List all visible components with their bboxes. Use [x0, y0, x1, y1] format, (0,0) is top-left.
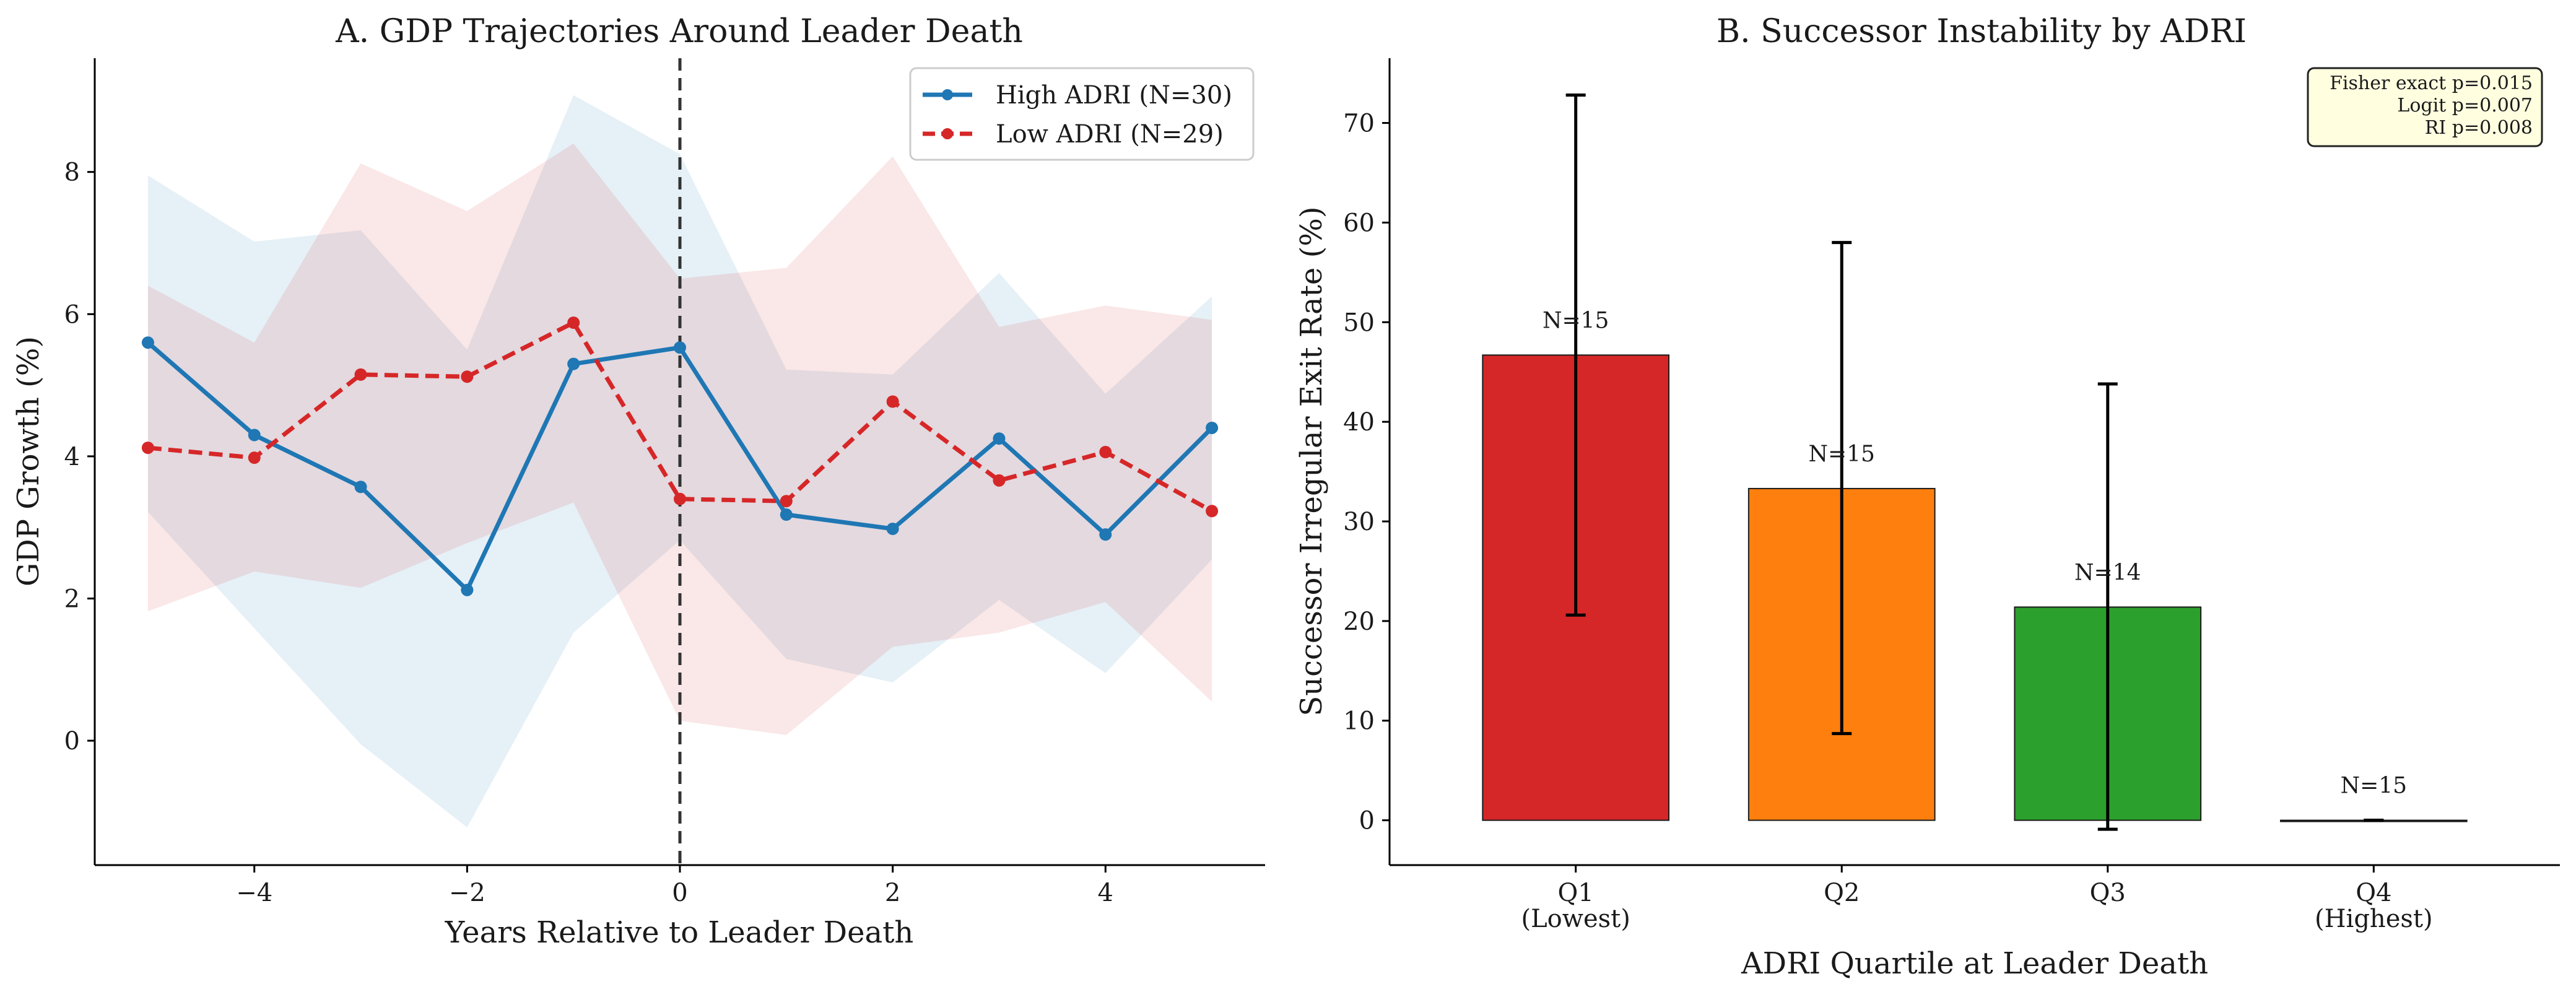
point-low-adri [1206, 505, 1219, 518]
legend: High ADRI (N=30) Low ADRI (N=29) [909, 67, 1255, 161]
y-axis-label: Successor Irregular Exit Rate (%) [1294, 206, 1329, 716]
x-tick-label: Q1 [1558, 879, 1594, 907]
y-axis-label: GDP Growth (%) [11, 336, 46, 586]
point-high-adri [1099, 528, 1112, 541]
point-low-adri [567, 316, 580, 329]
y-tick-label: 2 [64, 585, 80, 613]
y-ticks: 0 10 20 30 40 50 60 70 [1343, 110, 1390, 835]
stats-ri: RI p=0.008 [2425, 117, 2533, 139]
series-points [141, 316, 1219, 596]
point-low-adri [141, 442, 154, 455]
point-low-adri [461, 370, 474, 383]
y-tick-label: 20 [1343, 607, 1375, 636]
y-tick-label: 4 [64, 443, 80, 471]
stats-logit: Logit p=0.007 [2397, 95, 2533, 116]
panel-a-gdp-trajectories: A. GDP Trajectories Around Leader Death … [11, 13, 1265, 950]
y-tick-label: 0 [64, 727, 80, 755]
y-tick-label: 0 [1359, 807, 1375, 835]
n-label-q4: N=15 [2341, 773, 2407, 799]
point-high-adri [886, 522, 899, 535]
n-label-q1: N=15 [1543, 308, 1609, 333]
n-labels: N=15 N=15 N=14 N=15 [1543, 308, 2407, 798]
legend-marker-low [942, 128, 953, 139]
legend-label-high: High ADRI (N=30) [996, 81, 1232, 110]
stats-annotation-box: Fisher exact p=0.015 Logit p=0.007 RI p=… [2307, 67, 2543, 147]
legend-label-low: Low ADRI (N=29) [996, 120, 1224, 149]
y-tick-label: 50 [1343, 308, 1375, 337]
x-tick-label: Q3 [2090, 879, 2126, 907]
x-tick-label: 2 [885, 879, 900, 907]
x-tick-label: Q4 [2356, 879, 2391, 907]
point-high-adri [567, 357, 580, 370]
point-high-adri [1206, 421, 1219, 434]
point-low-adri [993, 474, 1006, 487]
point-high-adri [674, 341, 686, 354]
error-bars [1565, 94, 2384, 831]
point-high-adri [141, 336, 154, 349]
y-tick-label: 6 [64, 300, 80, 329]
panel-b-successor-instability: B. Successor Instability by ADRI N=15N=1… [1294, 13, 2560, 981]
x-tick-label: −4 [236, 879, 272, 907]
point-low-adri [1099, 446, 1112, 459]
y-ticks: 0 2 4 6 8 [64, 159, 95, 755]
x-tick-sublabel: (Highest) [2315, 905, 2433, 933]
y-tick-label: 10 [1343, 707, 1375, 736]
x-tick-label: Q2 [1824, 879, 1860, 907]
point-low-adri [886, 395, 899, 408]
point-low-adri [780, 495, 793, 508]
panel-b-title: B. Successor Instability by ADRI [1717, 13, 2247, 50]
x-tick-label: 4 [1098, 879, 1113, 907]
panel-a-title: A. GDP Trajectories Around Leader Death [335, 13, 1023, 50]
y-tick-label: 40 [1343, 408, 1375, 437]
point-low-adri [674, 492, 686, 505]
point-high-adri [993, 432, 1006, 445]
panel-b-axes [1388, 58, 2560, 866]
point-high-adri [780, 508, 793, 521]
point-high-adri [461, 583, 474, 596]
y-tick-label: 30 [1343, 508, 1375, 536]
stats-box-frame [2307, 67, 2543, 147]
legend-frame [909, 67, 1255, 161]
line-low-adri [147, 320, 1213, 513]
x-tick-sublabel: (Lowest) [1521, 905, 1630, 933]
point-low-adri [354, 368, 367, 381]
n-label-q2: N=15 [1808, 442, 1874, 467]
y-tick-label: 70 [1343, 110, 1375, 138]
legend-marker-high [942, 89, 953, 100]
y-tick-label: 60 [1343, 209, 1375, 237]
x-tick-label: −2 [449, 879, 485, 907]
point-low-adri [248, 451, 261, 464]
point-high-adri [248, 429, 261, 442]
n-label-q3: N=14 [2074, 560, 2141, 585]
stats-fisher: Fisher exact p=0.015 [2330, 72, 2533, 94]
point-high-adri [354, 481, 367, 494]
x-ticks: Q1(Lowest) Q2 Q3 Q4(Highest) [1521, 865, 2433, 933]
y-tick-label: 8 [64, 159, 80, 187]
x-ticks: −4 −2 0 2 4 [236, 865, 1113, 907]
x-axis-label: Years Relative to Leader Death [445, 915, 914, 950]
x-tick-label: 0 [672, 879, 687, 907]
x-axis-label: ADRI Quartile at Leader Death [1741, 946, 2208, 981]
bars [1482, 354, 2468, 822]
